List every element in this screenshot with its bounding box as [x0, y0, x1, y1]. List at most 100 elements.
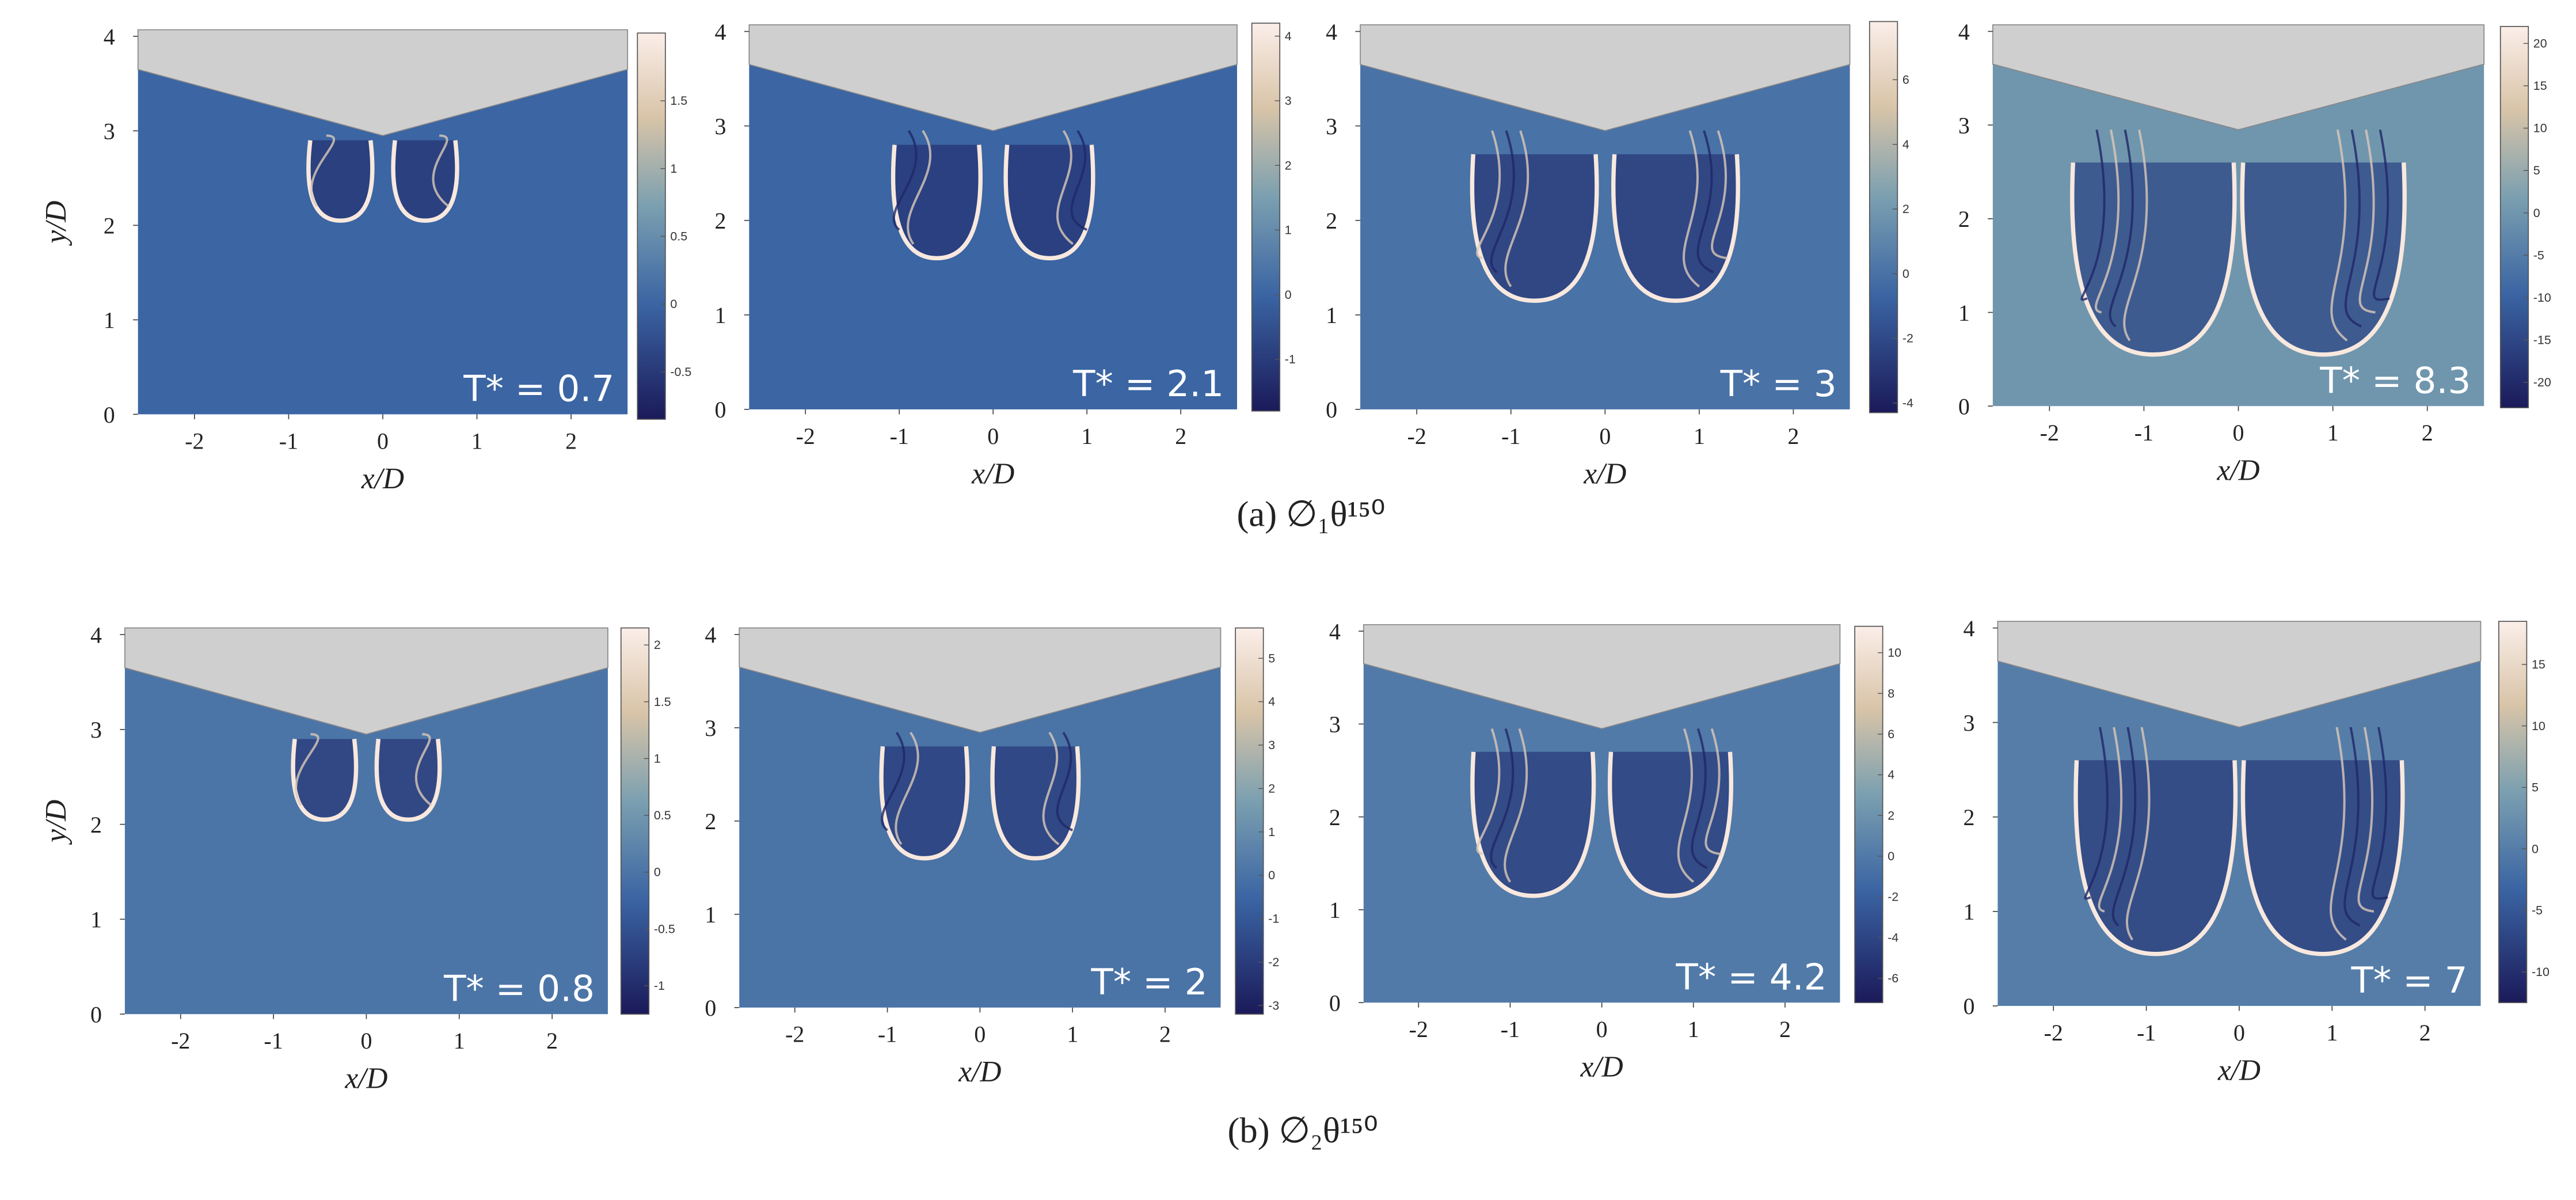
colorbar [1251, 22, 1281, 412]
y-tick-label: 3 [1329, 712, 1341, 738]
vortex-sheet [1470, 154, 1599, 303]
y-tick-label: 4 [705, 622, 716, 648]
colorbar-tick-label: 10 [2533, 121, 2547, 135]
vortex-sheet [2240, 162, 2407, 357]
vortex-filament [295, 733, 319, 806]
vortex-sheet [306, 140, 375, 223]
colorbar-tick-label: 1 [670, 162, 677, 176]
colorbar-tick-label: -4 [1902, 396, 1913, 410]
colorbar [1235, 627, 1264, 1015]
y-tick-label: 1 [1329, 897, 1341, 923]
colorbar-tick-label: 0 [2532, 842, 2539, 856]
vortex-filament [1070, 130, 1088, 231]
x-tick-label: 1 [471, 428, 483, 454]
x-tick-label: -2 [785, 1021, 804, 1047]
y-tick-label: 0 [104, 402, 115, 428]
vortex-sheet [2070, 162, 2237, 357]
vortex-sheet [990, 746, 1081, 861]
x-tick-label: 2 [1787, 423, 1799, 449]
x-tick-label: 2 [1159, 1021, 1171, 1047]
colorbar-tick-label: 3 [1285, 94, 1292, 108]
solid-wall [1360, 24, 1851, 131]
colorbar-tick-label: 1 [1285, 223, 1292, 237]
colorbar-tick-label: 10 [2532, 719, 2545, 733]
vortex-filament [2329, 727, 2347, 941]
x-tick-label: 0 [974, 1021, 985, 1047]
vortex-filament [414, 733, 432, 807]
colorbar-tick-label: -15 [2533, 333, 2551, 347]
y-tick-label: 3 [705, 715, 716, 741]
y-tick-label: 3 [1958, 112, 1970, 138]
vortex-filament [2344, 129, 2362, 328]
x-tick-label: 0 [1599, 423, 1611, 449]
time-label: T* = 4.2 [1676, 956, 1827, 998]
colorbar-tick-label: 6 [1902, 73, 1909, 87]
y-tick-label: 1 [1963, 899, 1974, 925]
vortex-sheet [374, 738, 442, 822]
row-caption: (a) ∅₁θ¹⁵⁰ [1237, 494, 1386, 534]
vortex-core [1472, 154, 1597, 301]
colorbar-tick-label: -1 [654, 979, 665, 993]
vortex-sheet [2240, 760, 2405, 956]
vortex-filament [2358, 129, 2376, 314]
colorbar-tick-label: 4 [1285, 29, 1292, 43]
vortex-filament [2084, 727, 2109, 900]
vortex-core [1006, 145, 1093, 259]
colorbar-tick-label: 1 [654, 751, 661, 765]
vortex-structures [291, 733, 442, 822]
y-tick-label: 3 [90, 717, 102, 743]
time-label: T* = 2.1 [1072, 363, 1224, 405]
colorbar-tick-label: 4 [1902, 138, 1909, 151]
vortex-filament [2357, 727, 2375, 913]
solid-wall [748, 24, 1238, 131]
y-tick-label: 0 [90, 1001, 102, 1027]
colorbar-tick-label: -3 [1268, 998, 1279, 1012]
x-tick-label: 1 [1694, 423, 1705, 449]
row-caption: (b) ∅₂θ¹⁵⁰ [1227, 1110, 1378, 1150]
colorbar-tick-label: 0 [1888, 849, 1894, 863]
solid-wall [739, 627, 1222, 733]
colorbar-tick-label: -5 [2533, 248, 2544, 262]
vortex-sheet [2073, 760, 2238, 956]
colorbar-tick-label: 3 [1268, 738, 1275, 752]
y-tick-label: 3 [104, 119, 115, 145]
colorbar-tick-label: 4 [1888, 768, 1894, 782]
vortex-filament [2109, 129, 2134, 328]
y-tick-label: 2 [705, 808, 716, 834]
colorbar [637, 32, 666, 420]
vortex-filament [2098, 727, 2123, 913]
colorbar-tick-label: -10 [2532, 965, 2550, 979]
vortex-filament [2125, 727, 2151, 941]
vortex-filament [2080, 129, 2106, 301]
y-tick-label: 2 [90, 812, 102, 838]
time-label: T* = 7 [2350, 959, 2467, 1001]
x-axis-label: x/D [361, 462, 404, 495]
vortex-filament [1677, 728, 1695, 883]
vortex-core [881, 746, 968, 859]
vortex-core [1613, 154, 1738, 301]
y-tick-label: 2 [1329, 804, 1341, 830]
colorbar-tick-label: -6 [1888, 971, 1898, 985]
y-tick-label: 2 [104, 213, 115, 239]
vortex-filament [881, 731, 905, 831]
vortex-filament [1683, 130, 1700, 288]
vortex-filament [895, 731, 919, 845]
vortex-filament [432, 134, 450, 208]
vortex-core [893, 145, 981, 259]
colorbar-tick-label: 15 [2533, 79, 2547, 93]
vortex-core [2243, 760, 2403, 954]
y-tick-label: 4 [714, 19, 726, 45]
x-tick-label: -2 [171, 1028, 190, 1054]
y-tick-label: 1 [1326, 302, 1337, 328]
x-tick-label: -2 [2044, 1020, 2063, 1046]
colorbar-tick-label: -2 [1268, 955, 1279, 969]
colorbar [1854, 625, 1884, 1004]
x-tick-label: 0 [377, 428, 389, 454]
vortex-filament [2371, 727, 2388, 900]
time-label: T* = 0.7 [463, 368, 614, 410]
vortex-filament [2123, 129, 2148, 341]
y-tick-label: 1 [1958, 300, 1970, 326]
colorbar-tick-label: 2 [1285, 158, 1292, 172]
colorbar-tick-label: 1.5 [670, 94, 687, 108]
